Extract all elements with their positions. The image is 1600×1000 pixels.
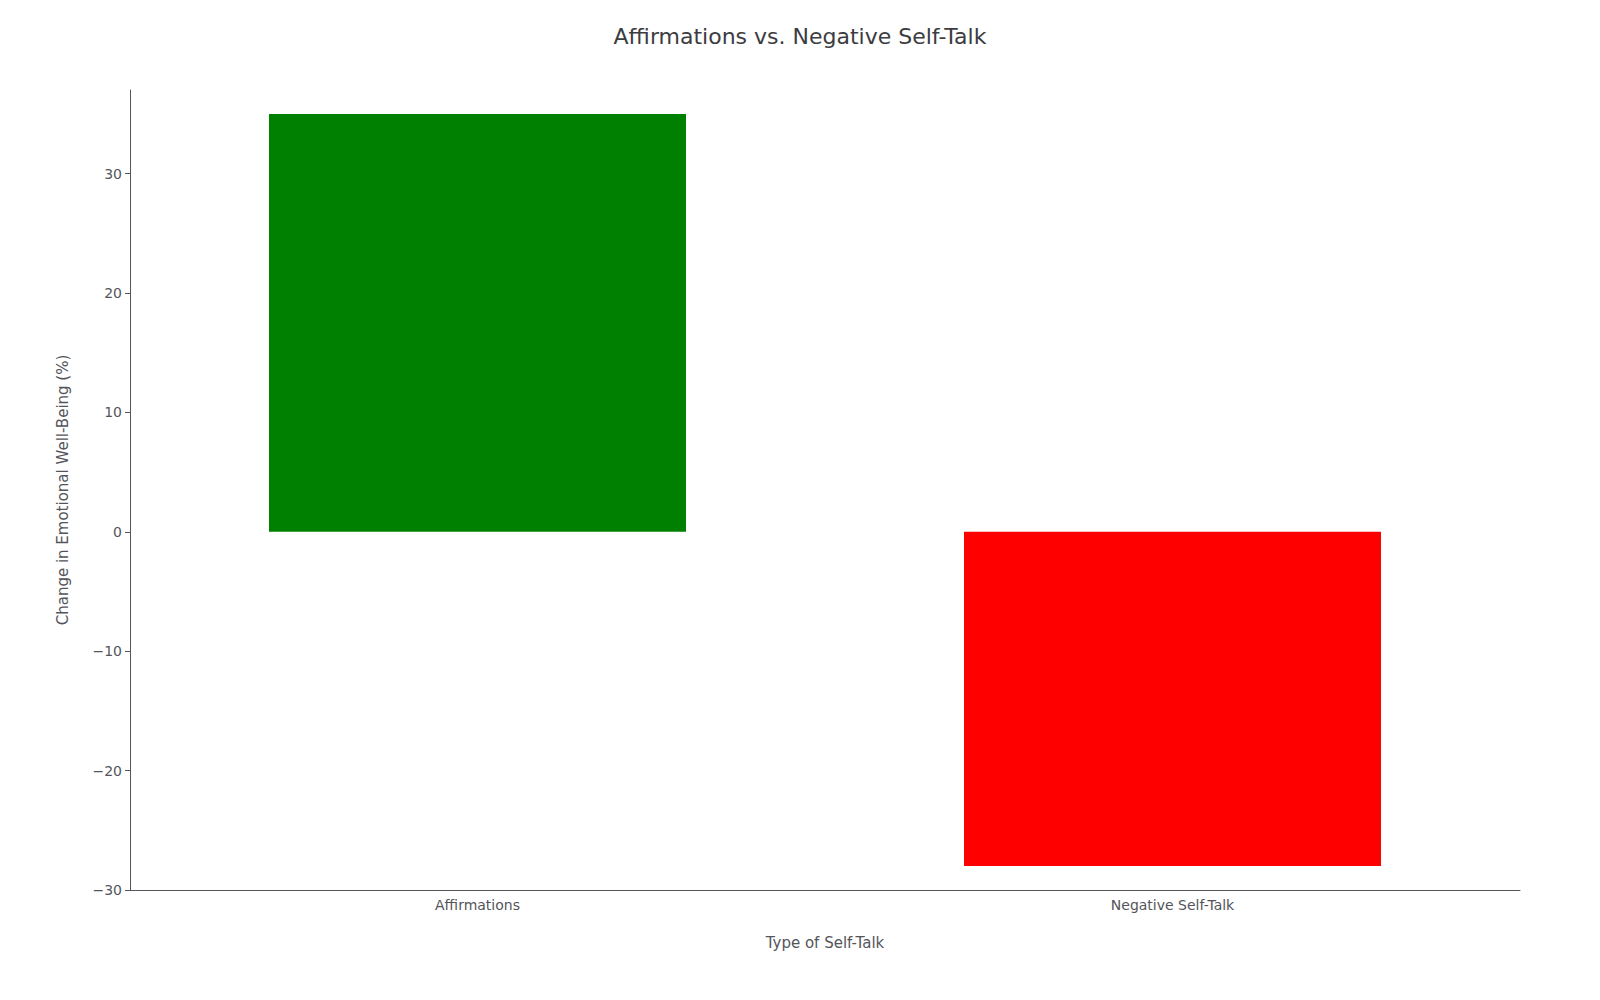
- svg-text:20: 20: [104, 285, 122, 301]
- svg-text:Affirmations vs. Negative Self: Affirmations vs. Negative Self-Talk: [614, 24, 987, 49]
- svg-text:0: 0: [113, 524, 122, 540]
- svg-text:−10: −10: [92, 643, 122, 659]
- svg-text:−20: −20: [92, 763, 122, 779]
- svg-text:30: 30: [104, 166, 122, 182]
- svg-text:−30: −30: [92, 882, 122, 898]
- svg-text:Negative Self-Talk: Negative Self-Talk: [1111, 897, 1235, 913]
- svg-text:Change in Emotional Well-Being: Change in Emotional Well-Being (%): [54, 355, 72, 626]
- svg-text:10: 10: [104, 404, 122, 420]
- svg-text:Affirmations: Affirmations: [435, 897, 520, 913]
- svg-text:Type of Self-Talk: Type of Self-Talk: [765, 934, 885, 952]
